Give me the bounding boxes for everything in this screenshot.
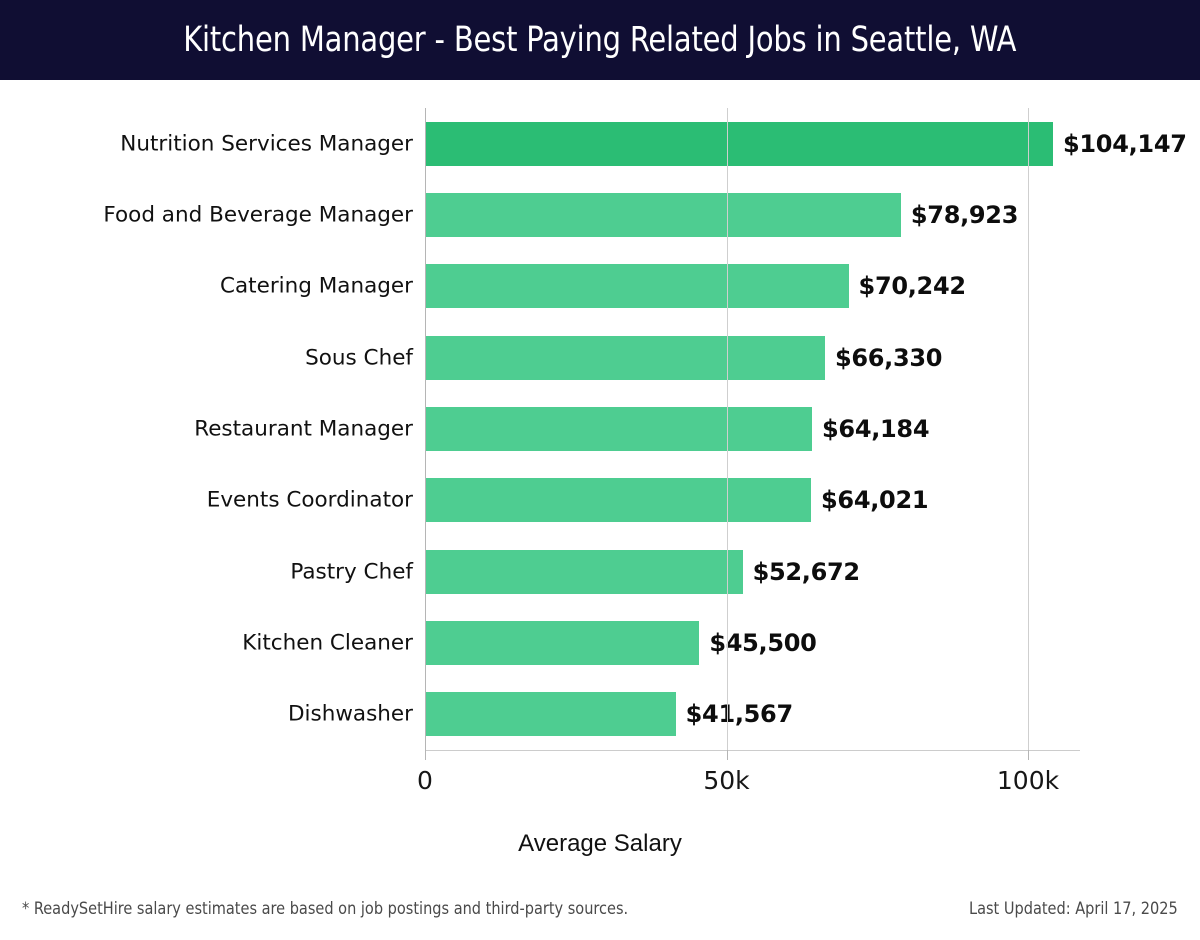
x-tick-label: 100k (996, 766, 1060, 795)
bar-row: Dishwasher $41,567 (0, 679, 1200, 750)
bar (425, 478, 812, 523)
bar-value-label: $78,923 (910, 200, 1019, 229)
bar (425, 549, 743, 594)
bar (425, 121, 1053, 166)
category-label: Pastry Chef (290, 559, 413, 585)
bar-with-value: $78,923 (425, 192, 1019, 237)
category-label: Dishwasher (287, 701, 413, 727)
bar-value-label: $66,330 (834, 343, 943, 372)
x-axis-title: Average Salary (518, 830, 682, 857)
plot-area: Nutrition Services Manager $104,147 Food a… (0, 80, 1200, 795)
bar (425, 620, 700, 665)
bar-with-value: $66,330 (425, 335, 943, 380)
bar-with-value: $45,500 (425, 620, 817, 665)
category-label: Kitchen Cleaner (242, 630, 413, 656)
category-label: Restaurant Manager (194, 416, 413, 442)
tick-mark (425, 750, 427, 760)
bar-row: Nutrition Services Manager $104,147 (0, 108, 1200, 179)
chart-header: Kitchen Manager - Best Paying Related Jo… (0, 0, 1200, 80)
bar-value-label: $45,500 (709, 628, 817, 657)
bar-row: Catering Manager $70,242 (0, 251, 1200, 322)
x-tick-label: 50k (703, 766, 750, 795)
bar (425, 406, 813, 451)
bar-with-value: $70,242 (425, 264, 967, 309)
bar-with-value: $52,672 (425, 549, 861, 594)
bar-row: Events Coordinator $64,021 (0, 465, 1200, 536)
category-label: Events Coordinator (206, 487, 413, 513)
bar (425, 335, 825, 380)
footer-last-updated: Last Updated: April 17, 2025 (969, 899, 1178, 919)
bar-value-label: $41,567 (685, 700, 794, 729)
y-axis-line (425, 108, 427, 750)
category-label: Sous Chef (305, 345, 413, 371)
page-title: Kitchen Manager - Best Paying Related Jo… (183, 20, 1017, 60)
bar-row: Sous Chef $66,330 (0, 322, 1200, 393)
bar-with-value: $104,147 (425, 121, 1187, 166)
bar-row: Restaurant Manager $64,184 (0, 393, 1200, 464)
bar-value-label: $104,147 (1063, 129, 1187, 158)
category-label: Food and Beverage Manager (103, 202, 413, 228)
bar-row: Kitchen Cleaner $45,500 (0, 607, 1200, 678)
bar-row: Pastry Chef $52,672 (0, 536, 1200, 607)
tick-mark (726, 750, 728, 760)
category-label: Catering Manager (219, 273, 413, 299)
bar-with-value: $64,184 (425, 406, 930, 451)
bar (425, 264, 849, 309)
bar-value-label: $64,021 (821, 486, 929, 515)
bar (425, 692, 676, 737)
category-label: Nutrition Services Manager (120, 131, 413, 157)
bar-row: Food and Beverage Manager $78,923 (0, 179, 1200, 250)
bar-with-value: $41,567 (425, 692, 794, 737)
bar-value-label: $64,184 (822, 414, 930, 443)
gridline (1028, 108, 1029, 750)
x-axis-baseline (425, 750, 1080, 751)
bar (425, 192, 901, 237)
x-tick-label: 0 (417, 766, 433, 795)
gridline (726, 108, 728, 750)
footer-disclaimer: * ReadySetHire salary estimates are base… (22, 899, 629, 919)
bar-value-label: $52,672 (752, 557, 861, 586)
bar-with-value: $64,021 (425, 478, 929, 523)
bar-value-label: $70,242 (858, 272, 967, 301)
tick-mark (1028, 750, 1030, 760)
